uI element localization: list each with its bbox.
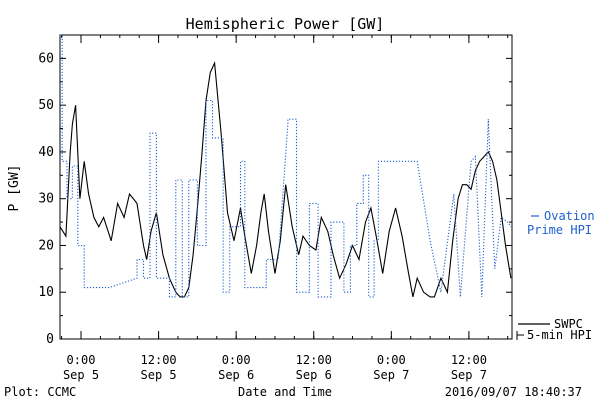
y-tick-label: 60 [38,51,54,66]
plot-timestamp: 2016/09/07 18:40:37 [445,385,582,399]
plot-credit: Plot: CCMC [4,385,76,399]
y-tick-label: 20 [38,238,54,253]
x-tick-label-time: 0:00 [67,353,96,367]
legend-ovation-label-line1: Ovation [544,209,595,223]
x-tick-label-time: 12:00 [296,353,332,367]
y-axis-label: P [GW] [7,165,22,212]
legend-swpc-label-line2: 5-min HPI [527,328,592,342]
y-tick-label: 10 [38,285,54,300]
x-tick-label-time: 0:00 [222,353,251,367]
series-swpc-line [59,61,512,298]
x-tick-label-date: Sep 5 [141,368,177,382]
x-axis-label: Date and Time [238,385,332,399]
y-tick-label: 40 [38,145,54,160]
x-tick-label-time: 0:00 [377,353,406,367]
x-tick-label-time: 12:00 [451,353,487,367]
chart-title: Hemispheric Power [GW] [186,15,385,33]
x-tick-label-date: Sep 7 [373,368,409,382]
x-tick-label-date: Sep 6 [296,368,332,382]
x-tick-label-date: Sep 7 [451,368,487,382]
legend: Ovation Prime HPI SWPC 5-min HPI [516,209,595,342]
y-tick-label: 0 [46,332,54,347]
y-tick-label: 30 [38,192,54,207]
y-tick-label: 50 [38,98,54,113]
legend-ovation-label-line2: Prime HPI [527,223,592,237]
x-tick-label-date: Sep 6 [218,368,254,382]
y-axis: 0 10 20 30 40 50 60 [38,51,512,347]
plot-area-frame [59,34,513,340]
x-tick-label-date: Sep 5 [63,368,99,382]
series-layer [59,34,512,298]
series-ovation-prime-line [60,34,512,298]
x-tick-label-time: 12:00 [141,353,177,367]
legend-swpc-label-line1: SWPC [554,317,583,331]
